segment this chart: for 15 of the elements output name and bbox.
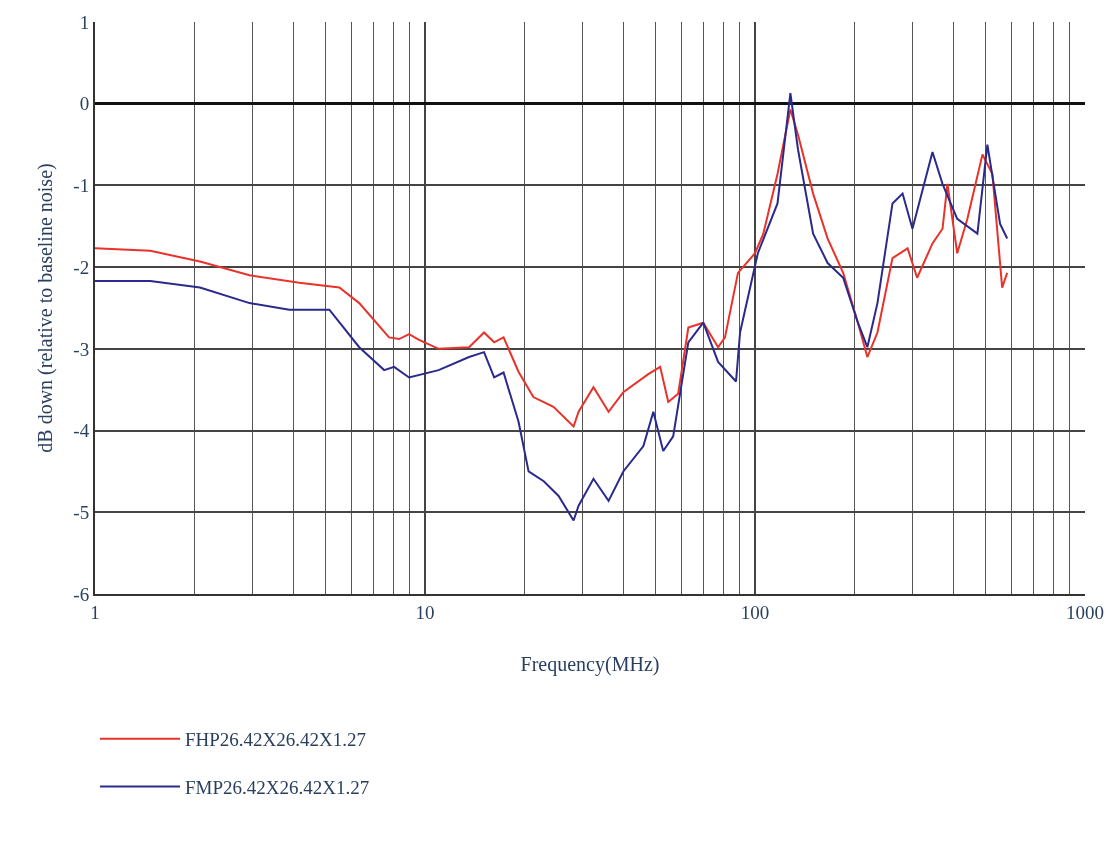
x-axis-title: Frequency(MHz) <box>520 652 660 676</box>
x-tick-label: 10 <box>415 601 435 623</box>
y-tick-label: -3 <box>73 338 90 360</box>
y-tick-label: -6 <box>73 583 90 605</box>
legend-label: FHP26.42X26.42X1.27 <box>185 729 367 751</box>
x-tick-label: 100 <box>740 601 770 623</box>
y-tick-label: -2 <box>73 256 90 278</box>
y-tick-label: -4 <box>73 420 90 442</box>
y-tick-label: -5 <box>73 501 90 523</box>
y-axis-title: dB down (relative to baseline noise) <box>34 163 58 453</box>
y-tick-label: -1 <box>73 175 90 197</box>
y-tick-label: 1 <box>79 11 90 33</box>
y-tick-label: 0 <box>79 93 90 115</box>
legend-label: FMP26.42X26.42X1.27 <box>185 776 370 798</box>
x-tick-label: 1000 <box>1066 601 1104 623</box>
